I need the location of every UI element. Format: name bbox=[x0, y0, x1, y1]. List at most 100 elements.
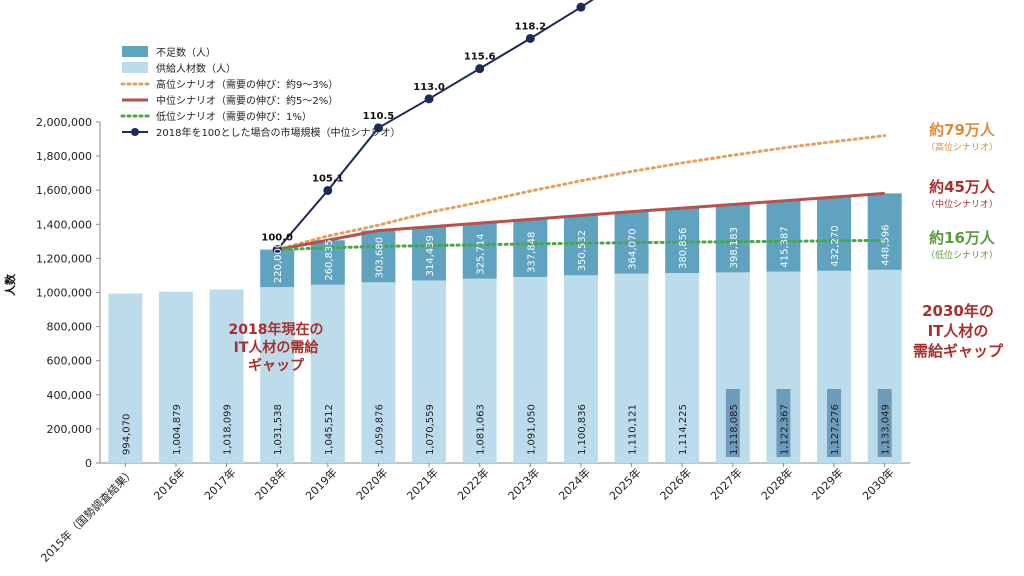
bar-shortage bbox=[462, 223, 497, 279]
bar-shortage-label: 303,680 bbox=[374, 237, 385, 278]
bar-supply-label: 1,070,559 bbox=[425, 404, 436, 455]
annotation-gap2030-line: 2030年の bbox=[922, 302, 994, 320]
bar-supply-label: 1,122,367 bbox=[779, 404, 790, 455]
market-index-point bbox=[373, 123, 383, 133]
bar-supply-label: 1,059,876 bbox=[374, 404, 385, 455]
y-tick-label: 1,600,000 bbox=[36, 184, 92, 197]
bar-supply-label-highlight bbox=[877, 389, 892, 457]
bar-supply bbox=[614, 273, 649, 463]
bar-shortage bbox=[665, 208, 700, 274]
annotation-low-caption: （低位シナリオ） bbox=[926, 249, 998, 261]
bar-supply bbox=[108, 293, 143, 463]
market-index-point bbox=[576, 2, 586, 12]
bars bbox=[108, 193, 902, 463]
bar-supply-label: 994,070 bbox=[121, 414, 132, 455]
bar-shortage bbox=[260, 249, 295, 288]
bar-shortage-label: 448,596 bbox=[881, 224, 892, 265]
line-high-scenario bbox=[275, 134, 887, 252]
data-labels: 994,070 1,004,879 1,018,099 1,031,538 1,045,… bbox=[121, 0, 892, 455]
bar-shortage bbox=[563, 215, 598, 276]
market-index-label: 105.1 bbox=[312, 173, 344, 184]
x-tick-label: 2024年 bbox=[556, 465, 593, 502]
bar-shortage bbox=[817, 197, 852, 271]
bar-shortage bbox=[766, 200, 801, 272]
bar-supply-label: 1,100,836 bbox=[577, 404, 588, 455]
y-tick-label: 0 bbox=[85, 457, 92, 470]
line-mid-scenario bbox=[276, 191, 885, 252]
y-tick-label: 600,000 bbox=[47, 355, 93, 368]
bar-supply bbox=[310, 284, 345, 463]
y-tick-label: 200,000 bbox=[47, 423, 93, 436]
bar-shortage bbox=[412, 226, 447, 281]
scenario-lines bbox=[272, 0, 887, 255]
annotation-mid-value: 約45万人 bbox=[929, 178, 996, 196]
legend-label: 不足数（人） bbox=[156, 46, 216, 59]
bar-supply-label: 1,133,049 bbox=[881, 404, 892, 455]
y-tick-label: 1,200,000 bbox=[36, 252, 92, 265]
annotations: 約79万人 （高位シナリオ） 約45万人 （中位シナリオ） 約16万人 （低位シナリオ） 2… bbox=[229, 121, 1004, 374]
bar-supply bbox=[513, 276, 548, 463]
market-index-label: 115.6 bbox=[464, 52, 496, 63]
bar-shortage-label: 364,070 bbox=[628, 228, 639, 269]
market-index-label: 110.5 bbox=[363, 111, 395, 122]
bar-shortage-label: 325,714 bbox=[476, 233, 487, 274]
bar-supply bbox=[209, 289, 244, 463]
y-tick-label: 1,400,000 bbox=[36, 218, 92, 231]
bar-shortage bbox=[867, 193, 902, 270]
bar-shortage-label: 314,439 bbox=[425, 235, 436, 276]
bar-shortage-label: 398,183 bbox=[729, 227, 740, 268]
annotation-gap2030-line: IT人材の bbox=[928, 322, 989, 340]
bar-shortage-label: 415,387 bbox=[779, 226, 790, 267]
x-tick-label: 2022年 bbox=[454, 465, 491, 502]
annotation-high-value: 約79万人 bbox=[929, 121, 996, 139]
legend-marker bbox=[131, 128, 139, 136]
bar-supply-label: 1,127,276 bbox=[830, 404, 841, 455]
annotation-mid-caption: （中位シナリオ） bbox=[926, 198, 998, 210]
bar-supply-label: 1,004,879 bbox=[172, 404, 183, 455]
legend-label: 低位シナリオ（需要の伸び：1%） bbox=[156, 110, 312, 123]
annotation-gap2018-line: ギャップ bbox=[248, 357, 305, 374]
bar-supply bbox=[158, 291, 193, 463]
annotation-high-caption: （高位シナリオ） bbox=[926, 141, 998, 153]
x-tick-label: 2026年 bbox=[657, 465, 694, 502]
bar-shortage bbox=[513, 219, 548, 277]
bar-shortage-label: 337,848 bbox=[526, 232, 537, 273]
legend-swatch bbox=[122, 46, 148, 57]
line-low-scenario bbox=[275, 238, 887, 252]
x-tick-label: 2019年 bbox=[302, 465, 339, 502]
x-tick-label: 2023年 bbox=[505, 465, 542, 502]
market-index-point bbox=[323, 185, 333, 195]
legend-label: 高位シナリオ（需要の伸び：約9～3%） bbox=[156, 78, 338, 91]
bar-supply-label: 1,114,225 bbox=[678, 404, 689, 455]
bar-shortage bbox=[361, 230, 396, 283]
market-index-label: 120.9 bbox=[565, 0, 597, 1]
market-index-point bbox=[525, 33, 535, 43]
bar-shortage-label: 220,000 bbox=[273, 242, 284, 283]
x-tick-label: 2030年 bbox=[859, 465, 896, 502]
bar-supply bbox=[462, 278, 497, 463]
market-index-label: 113.0 bbox=[413, 82, 445, 93]
bar-supply-label-highlight bbox=[725, 389, 740, 457]
legend-swatch bbox=[122, 62, 148, 73]
bar-shortage-label: 350,532 bbox=[577, 230, 588, 271]
x-tick-label: 2016年 bbox=[151, 465, 188, 502]
x-tick-label: 2020年 bbox=[353, 465, 390, 502]
y-tick-label: 1,800,000 bbox=[36, 150, 92, 163]
legend: 不足数（人） 供給人材数（人） 高位シナリオ（需要の伸び：約9～3%） 中位シナリオ（… bbox=[120, 46, 401, 139]
annotation-low-value: 約16万人 bbox=[929, 229, 996, 247]
bar-supply-label-highlight bbox=[776, 389, 791, 457]
market-index-point bbox=[424, 94, 434, 104]
bar-supply bbox=[665, 273, 700, 463]
market-index-point bbox=[475, 64, 485, 74]
market-index-label: 100.0 bbox=[261, 233, 293, 244]
x-tick-label: 2027年 bbox=[707, 465, 744, 502]
bar-shortage-label: 260,835 bbox=[324, 239, 335, 280]
x-tick-label: 2018年 bbox=[252, 465, 289, 502]
market-index-point bbox=[272, 245, 282, 255]
bar-shortage bbox=[715, 204, 750, 273]
bar-supply-label: 1,018,099 bbox=[223, 404, 234, 455]
y-tick-label: 800,000 bbox=[47, 321, 93, 334]
y-axis-title: 人数 bbox=[3, 273, 17, 296]
bar-shortage-label: 380,856 bbox=[678, 228, 689, 269]
